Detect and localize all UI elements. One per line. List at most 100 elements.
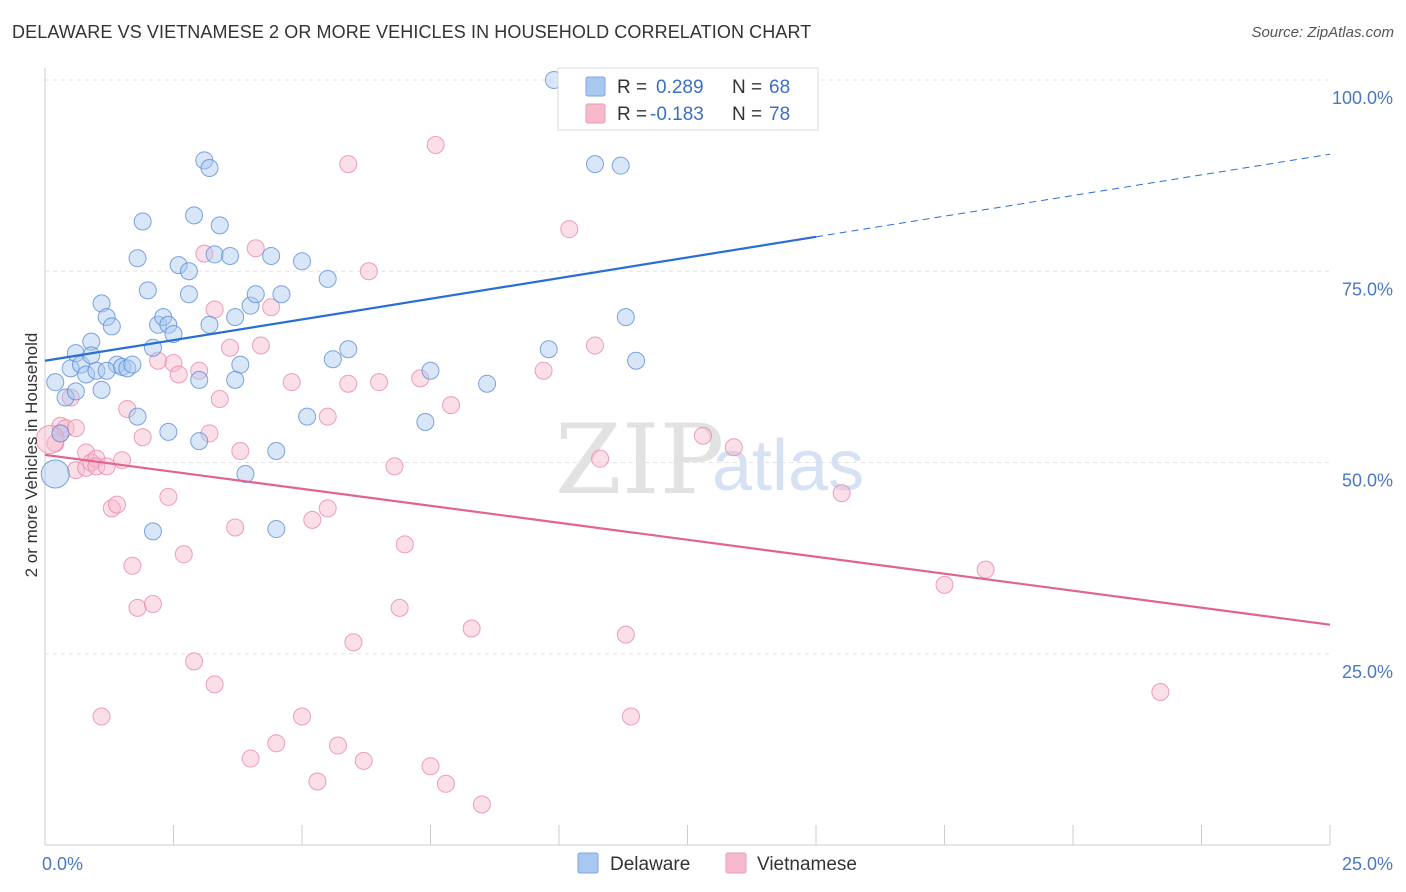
data-point-vietnamese	[462, 619, 481, 638]
data-point-delaware	[585, 155, 604, 174]
data-point-delaware	[97, 308, 116, 327]
y-tick-label: 25.0%	[1342, 662, 1393, 682]
data-point-delaware	[164, 324, 183, 343]
data-point-delaware	[46, 373, 65, 392]
y-tick-label: 75.0%	[1342, 279, 1393, 299]
data-point-vietnamese	[328, 736, 347, 755]
data-point-vietnamese	[442, 396, 461, 415]
trend-line-vietnamese	[44, 453, 1331, 626]
legend-n-label: N =	[732, 104, 762, 125]
data-point-vietnamese	[200, 424, 219, 443]
series-delaware	[40, 71, 646, 541]
data-point-delaware	[421, 361, 440, 380]
data-point-vietnamese	[560, 220, 579, 239]
data-point-vietnamese	[226, 518, 245, 537]
bottom-legend-swatch-vietnamese	[725, 852, 747, 874]
legend-n-label: N =	[732, 77, 762, 98]
data-point-delaware	[298, 407, 317, 426]
data-point-delaware	[97, 361, 116, 380]
data-point-vietnamese	[303, 510, 322, 529]
data-point-vietnamese	[359, 262, 378, 281]
data-point-delaware	[40, 459, 70, 489]
data-point-delaware	[190, 432, 209, 451]
data-point-vietnamese	[318, 499, 337, 518]
data-point-delaware	[231, 355, 250, 374]
data-point-vietnamese	[693, 426, 712, 445]
data-point-vietnamese	[621, 707, 640, 726]
data-point-vietnamese	[66, 419, 85, 438]
data-point-vietnamese	[385, 457, 404, 476]
data-point-delaware	[190, 370, 209, 389]
data-point-vietnamese	[210, 390, 229, 409]
legend-r-value-vietnamese: -0.183	[650, 104, 704, 125]
data-point-delaware	[339, 340, 358, 359]
data-point-vietnamese	[251, 336, 270, 355]
data-point-vietnamese	[246, 239, 265, 258]
data-point-vietnamese	[231, 442, 250, 461]
data-point-vietnamese	[56, 419, 75, 438]
data-point-vietnamese	[436, 774, 455, 793]
data-point-vietnamese	[534, 361, 553, 380]
data-point-delaware	[241, 296, 260, 315]
data-point-delaware	[133, 212, 152, 231]
x-tick-label: 0.0%	[42, 854, 83, 874]
data-point-vietnamese	[97, 457, 116, 476]
legend-box: R = 0.289 N = 68 R = -0.183 N = 78	[557, 67, 819, 131]
data-point-delaware	[318, 269, 337, 288]
data-point-delaware	[159, 422, 178, 441]
data-point-vietnamese	[205, 675, 224, 694]
data-point-vietnamese	[616, 625, 635, 644]
data-point-delaware	[246, 285, 265, 304]
data-point-vietnamese	[159, 487, 178, 506]
data-point-vietnamese	[169, 365, 188, 384]
data-point-delaware	[82, 346, 101, 365]
data-point-vietnamese	[128, 598, 147, 617]
data-point-vietnamese	[308, 772, 327, 791]
bottom-legend-label-vietnamese: Vietnamese	[757, 854, 857, 875]
legend-r-value-delaware: 0.289	[656, 77, 704, 98]
data-point-vietnamese	[118, 399, 137, 418]
data-point-vietnamese	[205, 300, 224, 319]
chart-title: DELAWARE VS VIETNAMESE 2 OR MORE VEHICLE…	[12, 22, 812, 42]
data-point-vietnamese	[293, 707, 311, 726]
axes	[44, 68, 1331, 846]
y-tick-label: 50.0%	[1342, 471, 1393, 491]
data-point-vietnamese	[421, 757, 440, 776]
data-point-vietnamese	[92, 707, 111, 726]
trend-lines	[44, 153, 1331, 626]
data-point-vietnamese	[143, 595, 162, 614]
data-point-delaware	[92, 380, 111, 399]
data-point-delaware	[226, 308, 245, 327]
trend-line-delaware-extension	[815, 153, 1331, 238]
data-point-vietnamese	[61, 388, 80, 407]
data-point-delaware	[478, 374, 497, 393]
data-point-delaware	[200, 158, 219, 177]
data-point-vietnamese	[195, 244, 214, 263]
data-point-delaware	[66, 382, 85, 401]
data-point-vietnamese	[976, 560, 995, 579]
data-point-delaware	[92, 294, 111, 313]
data-point-vietnamese	[35, 425, 65, 455]
data-point-delaware	[87, 361, 106, 380]
data-point-vietnamese	[585, 336, 604, 355]
data-point-vietnamese	[164, 354, 183, 373]
trend-line-delaware	[44, 235, 817, 362]
data-point-vietnamese	[935, 575, 954, 594]
data-point-vietnamese	[411, 369, 430, 388]
data-point-vietnamese	[370, 373, 389, 392]
bottom-legend-swatch-delaware	[577, 852, 599, 874]
data-point-delaware	[210, 216, 229, 235]
data-point-delaware	[293, 252, 311, 271]
data-point-delaware	[262, 246, 281, 265]
data-point-vietnamese	[472, 795, 491, 814]
y-tick-labels: 100.0% 75.0% 50.0% 25.0%	[1332, 88, 1393, 682]
series-vietnamese	[35, 136, 1170, 814]
legend-n-value-vietnamese: 78	[769, 104, 790, 125]
data-point-delaware	[185, 206, 204, 225]
data-point-vietnamese	[344, 633, 363, 652]
data-point-delaware	[159, 315, 178, 334]
data-point-vietnamese	[190, 361, 209, 380]
data-point-vietnamese	[591, 449, 610, 468]
data-point-delaware	[128, 407, 147, 426]
